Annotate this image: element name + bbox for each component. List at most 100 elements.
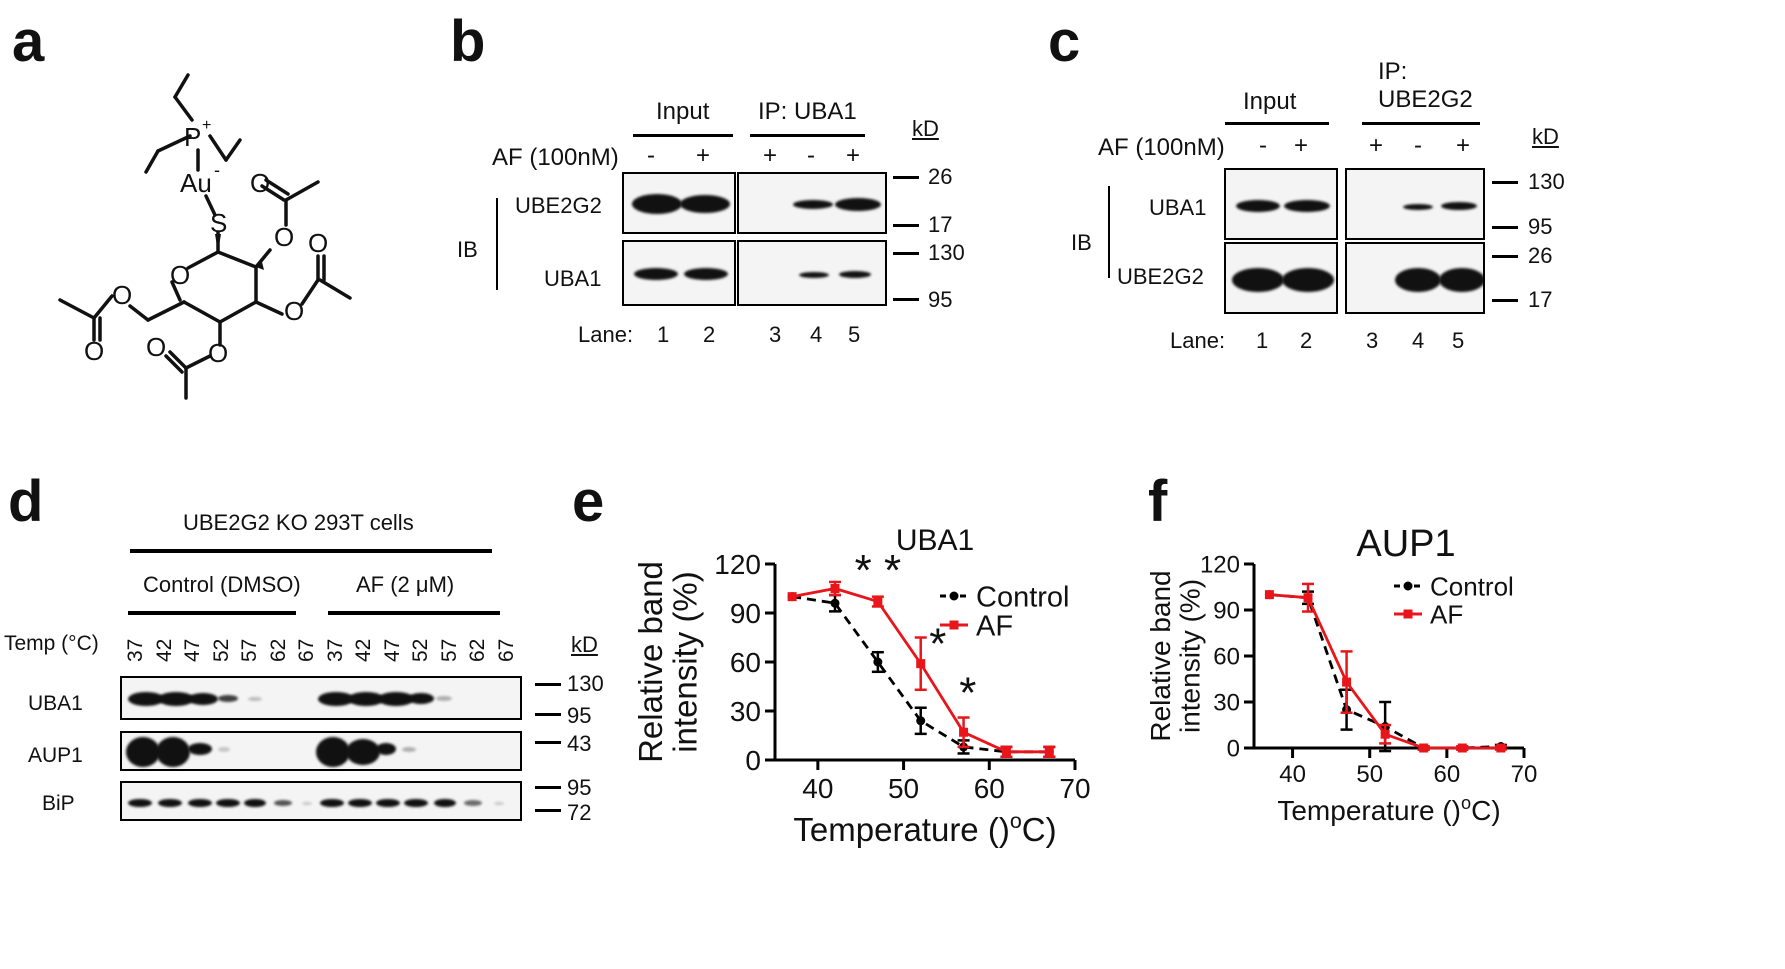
d-control-label: Control (DMSO) bbox=[143, 572, 301, 597]
d-temp-5: 62 bbox=[266, 638, 290, 662]
f-xtick-label-60: 60 bbox=[1434, 761, 1461, 788]
d-row-aup1: AUP1 bbox=[28, 744, 83, 767]
b-sign-4: - bbox=[807, 142, 815, 169]
c-blot-input-uba1 bbox=[1224, 168, 1338, 240]
c-kd-label: kD bbox=[1532, 124, 1559, 149]
panel-label-d: d bbox=[8, 469, 44, 534]
b-sign-3: + bbox=[763, 142, 778, 169]
c-blot-ip-ube2g2 bbox=[1345, 242, 1485, 314]
b-blot-ip-ube2g2 bbox=[737, 172, 887, 234]
svg-text:-: - bbox=[214, 160, 220, 180]
f-point-1-2 bbox=[1342, 677, 1352, 687]
svg-text:O: O bbox=[112, 280, 132, 310]
auranofin-structure: P + Au - S O O O O O O O O O bbox=[58, 73, 352, 400]
c-marker-tick-95 bbox=[1492, 226, 1518, 229]
b-ib-bracket bbox=[496, 198, 498, 290]
d-blot-aup1 bbox=[120, 731, 522, 771]
d-marker-95b: 95 bbox=[567, 775, 592, 800]
e-annotation-0: * * bbox=[855, 546, 901, 595]
b-lane-1: 1 bbox=[657, 322, 670, 347]
e-point-1-6 bbox=[1044, 747, 1054, 757]
e-xtick-label-70: 70 bbox=[1059, 773, 1090, 804]
panel-label-f: f bbox=[1148, 469, 1168, 534]
c-ib-bracket bbox=[1108, 186, 1110, 278]
c-lane-1: 1 bbox=[1256, 328, 1269, 353]
b-row-uba1: UBA1 bbox=[544, 266, 602, 291]
d-blot-uba1 bbox=[120, 676, 522, 720]
d-temp-4: 57 bbox=[238, 638, 261, 662]
d-row-bip: BiP bbox=[42, 792, 75, 815]
e-y-label-line1: Relative band bbox=[632, 561, 669, 763]
c-marker-95: 95 bbox=[1528, 214, 1553, 239]
d-control-bar bbox=[128, 611, 296, 615]
svg-text:O: O bbox=[84, 336, 104, 366]
c-ib-label: IB bbox=[1071, 230, 1092, 255]
c-marker-tick-130 bbox=[1492, 181, 1518, 184]
b-row-ube2g2: UBE2G2 bbox=[515, 193, 602, 218]
e-annotation-1: * bbox=[929, 620, 946, 669]
ring-oxygen-label: O bbox=[170, 260, 190, 290]
e-point-1-0 bbox=[787, 592, 797, 602]
c-marker-17: 17 bbox=[1528, 287, 1553, 312]
d-temp-2: 47 bbox=[181, 638, 204, 662]
d-title: UBE2G2 KO 293T cells bbox=[183, 510, 414, 535]
svg-text:O: O bbox=[284, 296, 304, 326]
b-marker-130: 130 bbox=[928, 240, 965, 265]
e-ytick-label-60: 60 bbox=[730, 647, 761, 678]
d-marker-43: 43 bbox=[567, 731, 592, 756]
b-sign-1: - bbox=[647, 142, 655, 169]
e-point-1-3 bbox=[916, 659, 926, 669]
f-title: AUP1 bbox=[1356, 523, 1455, 565]
d-row-uba1: UBA1 bbox=[28, 692, 83, 715]
b-ip-label: IP: UBA1 bbox=[758, 98, 857, 125]
c-row-uba1: UBA1 bbox=[1149, 195, 1207, 220]
d-marker-72: 72 bbox=[567, 800, 592, 825]
e-ytick-label-120: 120 bbox=[714, 549, 761, 580]
b-blot-input-uba1 bbox=[622, 240, 736, 306]
e-legend-marker-0 bbox=[949, 591, 959, 601]
f-ytick-label-90: 90 bbox=[1213, 597, 1240, 624]
e-y-label-line2: intensity (%) bbox=[667, 571, 704, 753]
panel-label-e: e bbox=[572, 469, 605, 534]
d-temp-9: 47 bbox=[380, 638, 404, 662]
e-annotation-2: * bbox=[959, 669, 976, 718]
phosphorus-label: P bbox=[184, 122, 201, 152]
svg-text:O: O bbox=[308, 228, 328, 258]
panel-label-a: a bbox=[12, 9, 45, 74]
e-point-1-2 bbox=[873, 597, 883, 607]
b-lane-5: 5 bbox=[848, 322, 861, 347]
d-marker-tick-43 bbox=[535, 741, 561, 744]
e-point-0-3 bbox=[916, 716, 926, 726]
d-temp-13: 67 bbox=[494, 638, 518, 662]
b-af-label: AF (100nM) bbox=[492, 144, 619, 171]
c-ip-label: IP: bbox=[1378, 58, 1408, 85]
d-marker-130: 130 bbox=[567, 671, 604, 696]
c-sign-1: - bbox=[1259, 132, 1267, 159]
f-y-label-line2: intensity (%) bbox=[1174, 579, 1205, 733]
e-ytick-label-90: 90 bbox=[730, 598, 761, 629]
b-lane-4: 4 bbox=[810, 322, 823, 347]
d-temp-8: 42 bbox=[352, 638, 375, 662]
panel-label-c: c bbox=[1048, 9, 1081, 74]
f-point-1-0 bbox=[1264, 590, 1274, 600]
d-af-label: AF (2 μM) bbox=[356, 572, 455, 597]
b-ib-label: IB bbox=[457, 237, 478, 262]
e-point-1-1 bbox=[830, 584, 840, 593]
b-lane-label: Lane: bbox=[578, 322, 634, 347]
e-xtick-label-40: 40 bbox=[802, 773, 833, 804]
e-point-0-1 bbox=[830, 598, 840, 608]
f-xtick-label-40: 40 bbox=[1279, 761, 1306, 788]
c-sign-4: - bbox=[1414, 132, 1422, 159]
f-point-1-5 bbox=[1457, 743, 1467, 753]
f-xtick-label-50: 50 bbox=[1356, 761, 1383, 788]
e-point-1-5 bbox=[1001, 747, 1011, 757]
f-point-1-6 bbox=[1496, 743, 1506, 753]
c-sign-5: + bbox=[1456, 132, 1471, 159]
e-point-0-2 bbox=[873, 657, 883, 667]
d-marker-tick-130 bbox=[535, 683, 561, 686]
d-temp-0: 37 bbox=[124, 638, 147, 662]
e-xtick-label-60: 60 bbox=[974, 773, 1005, 804]
d-blot-bip bbox=[120, 781, 522, 821]
